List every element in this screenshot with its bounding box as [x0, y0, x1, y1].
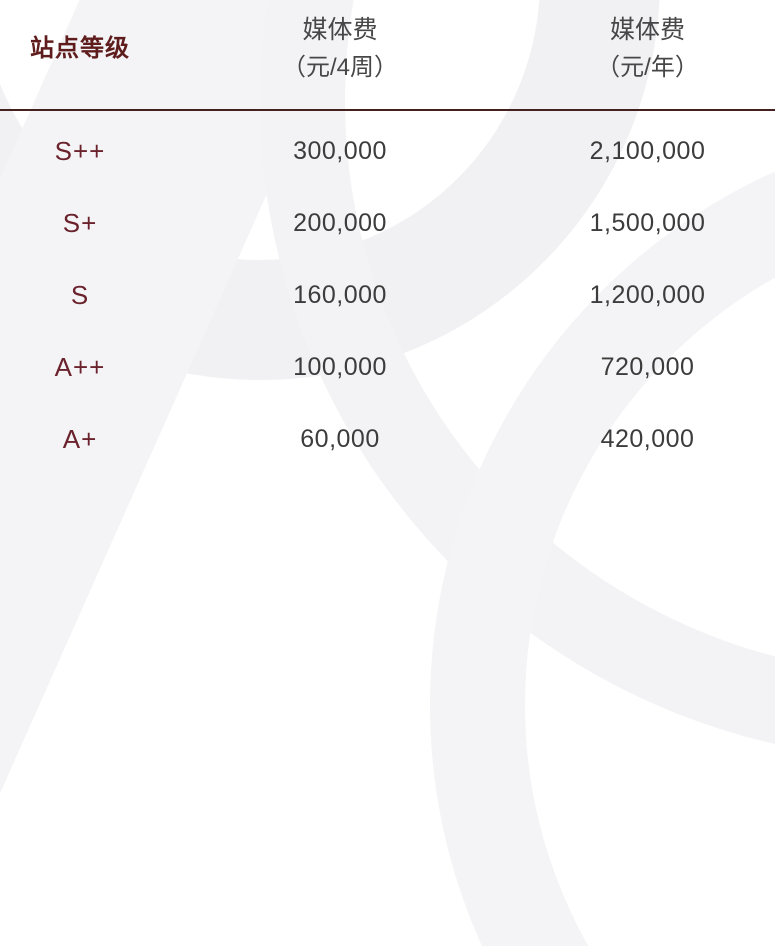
- column-header-fee-year-label: 媒体费: [609, 15, 685, 44]
- fee-year-cell: 720,000: [600, 352, 695, 381]
- tier-cell: S: [70, 279, 90, 310]
- column-header-site-tier: 站点等级: [0, 30, 160, 79]
- fee-year-cell: 1,500,000: [589, 208, 706, 237]
- tier-cell: S+: [62, 207, 98, 238]
- table-header-row: 站点等级 媒体费 （元/4周） 媒体费 （元/年）: [0, 0, 775, 111]
- tier-cell: S++: [54, 135, 106, 166]
- column-header-fee-4weeks-unit: （元/4周）: [281, 53, 398, 81]
- media-fee-rate-table: 站点等级 媒体费 （元/4周） 媒体费 （元/年） S++ 300,000 2,…: [0, 0, 775, 475]
- column-header-fee-year-unit: （元/年）: [596, 53, 699, 81]
- fee-year-cell: 420,000: [600, 424, 695, 453]
- table-row: S 160,000 1,200,000: [0, 259, 775, 331]
- fee-4w-cell: 100,000: [293, 352, 387, 381]
- tier-cell: A++: [54, 351, 106, 382]
- fee-4w-cell: 60,000: [300, 424, 380, 453]
- column-header-fee-year: 媒体费 （元/年）: [520, 12, 775, 98]
- fee-year-cell: 2,100,000: [589, 136, 706, 165]
- table-row: A++ 100,000 720,000: [0, 331, 775, 403]
- column-header-site-tier-label: 站点等级: [30, 35, 130, 62]
- fee-year-cell: 1,200,000: [589, 280, 706, 309]
- table-row: A+ 60,000 420,000: [0, 403, 775, 475]
- fee-4w-cell: 160,000: [293, 280, 387, 309]
- tier-cell: A+: [62, 423, 98, 454]
- table-row: S+ 200,000 1,500,000: [0, 187, 775, 259]
- fee-4w-cell: 200,000: [293, 208, 387, 237]
- column-header-fee-4weeks: 媒体费 （元/4周）: [160, 12, 520, 98]
- table-row: S++ 300,000 2,100,000: [0, 115, 775, 187]
- fee-4w-cell: 300,000: [293, 136, 387, 165]
- table-body: S++ 300,000 2,100,000 S+ 200,000 1,500,0…: [0, 111, 775, 475]
- column-header-fee-4weeks-label: 媒体费: [302, 15, 378, 44]
